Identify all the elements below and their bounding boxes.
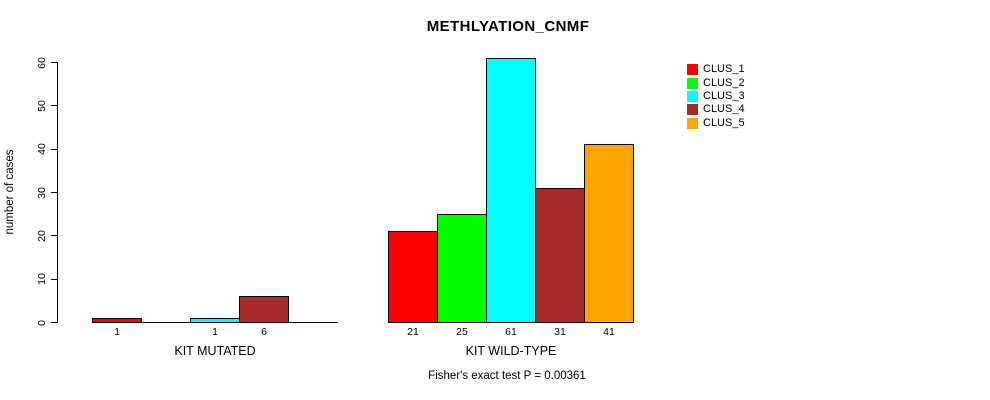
legend-item-clus-5: CLUS_5 — [687, 117, 745, 130]
bar-kit-mutated-clus-3 — [190, 317, 240, 323]
legend-color-swatch-clus-1 — [687, 64, 698, 76]
y-axis-tick — [51, 278, 58, 280]
y-axis-tick-label: 10 — [36, 273, 48, 285]
y-axis-tick — [51, 148, 58, 150]
legend-label-clus-1: CLUS_1 — [703, 63, 745, 76]
x-axis-group-label-kit-wild-type: KIT WILD-TYPE — [465, 344, 557, 358]
legend-color-swatch-clus-2 — [687, 77, 698, 89]
bar-value-label: 1 — [114, 326, 120, 338]
legend-item-clus-2: CLUS_2 — [687, 76, 745, 89]
legend-item-clus-1: CLUS_1 — [687, 63, 745, 76]
legend-label-clus-5: CLUS_5 — [703, 116, 745, 129]
y-axis-tick — [51, 105, 58, 107]
bar-kit-mutated-clus-4 — [239, 296, 289, 323]
legend-color-swatch-clus-4 — [687, 104, 698, 116]
y-axis-tick — [51, 192, 58, 193]
bar-kit-mutated-clus-1 — [92, 317, 142, 323]
x-axis-group-label-kit-mutated: KIT MUTATED — [174, 344, 256, 358]
y-axis-tick — [51, 322, 58, 323]
bar-kit-wild-type-clus-1 — [388, 231, 438, 323]
legend-color-swatch-clus-5 — [687, 117, 698, 129]
legend-item-clus-3: CLUS_3 — [687, 90, 745, 103]
y-axis-tick-label: 20 — [36, 229, 48, 242]
bar-value-label: 31 — [554, 326, 566, 338]
y-axis-tick-label: 40 — [36, 143, 48, 155]
chart-title: METHLYATION_CNMF — [426, 18, 590, 35]
bar-value-label: 6 — [261, 326, 267, 338]
bar-value-label: 41 — [603, 326, 615, 338]
bar-kit-wild-type-clus-3 — [486, 57, 536, 323]
y-axis-tick — [51, 62, 58, 63]
bar-value-label: 1 — [212, 326, 218, 338]
bar-value-label: 21 — [407, 326, 419, 338]
bar-kit-wild-type-clus-5 — [584, 144, 634, 323]
bar-value-label: 25 — [456, 326, 468, 338]
y-axis-tick-label: 0 — [36, 319, 48, 326]
legend-color-swatch-clus-3 — [687, 90, 698, 102]
y-axis-tick-label: 60 — [36, 56, 48, 69]
legend-item-clus-4: CLUS_4 — [687, 103, 745, 116]
y-axis-tick-label: 30 — [36, 186, 48, 199]
legend-label-clus-3: CLUS_3 — [703, 89, 745, 102]
chart-legend: CLUS_1 CLUS_2 CLUS_3 CLUS_4 CLUS_5 — [687, 63, 745, 130]
fisher-test-annotation: Fisher's exact test P = 0.00361 — [428, 370, 586, 382]
bar-value-label: 61 — [505, 326, 517, 338]
zero-bar-kit-mutated-clus-5 — [288, 322, 338, 323]
bar-kit-wild-type-clus-4 — [535, 187, 585, 323]
y-axis-tick-label: 50 — [36, 99, 48, 112]
y-axis-tick — [51, 235, 58, 237]
bar-kit-wild-type-clus-2 — [437, 213, 487, 323]
legend-label-clus-2: CLUS_2 — [703, 76, 745, 89]
legend-label-clus-4: CLUS_4 — [703, 103, 745, 116]
zero-bar-kit-mutated-clus-2 — [141, 322, 191, 323]
